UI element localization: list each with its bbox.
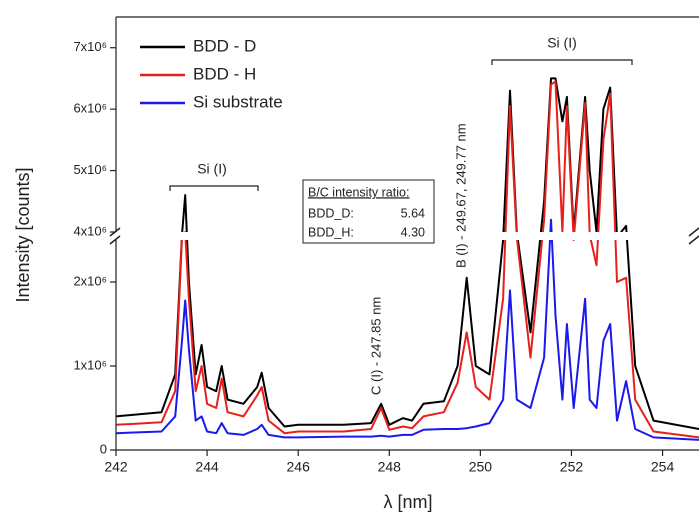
annotation: Si (I) bbox=[197, 161, 227, 177]
inset-box bbox=[302, 179, 435, 244]
series-line bbox=[116, 80, 699, 439]
x-tick-label: 244 bbox=[195, 459, 219, 475]
legend-label: Si substrate bbox=[193, 92, 283, 111]
x-tick-label: 248 bbox=[378, 459, 402, 475]
y-axis-label: Intensity [counts] bbox=[13, 167, 33, 302]
y-tick-label: 2x10⁶ bbox=[73, 273, 107, 288]
y-tick-label: 7x10⁶ bbox=[73, 39, 107, 54]
y-tick-label: 6x10⁶ bbox=[73, 101, 107, 116]
y-tick-label: 5x10⁶ bbox=[73, 162, 107, 177]
x-tick-label: 252 bbox=[560, 459, 584, 475]
series-line bbox=[116, 77, 699, 430]
legend-label: BDD - H bbox=[193, 64, 256, 83]
break-mark bbox=[109, 235, 121, 245]
break-mark bbox=[688, 227, 699, 237]
bracket bbox=[491, 59, 633, 65]
inset-value: 5.64 bbox=[401, 206, 425, 220]
inset-title: B/C intensity ratio: bbox=[308, 185, 409, 199]
inset-label: BDD_H: bbox=[308, 225, 354, 239]
break-mark bbox=[688, 235, 699, 245]
annotation: Si (I) bbox=[547, 35, 577, 51]
x-tick-label: 250 bbox=[469, 459, 493, 475]
inset-label: BDD_D: bbox=[308, 206, 354, 220]
series-line bbox=[116, 218, 699, 441]
y-tick-label: 1x10⁶ bbox=[73, 357, 107, 372]
y-tick-label: 4x10⁶ bbox=[73, 223, 107, 238]
legend-label: BDD - D bbox=[193, 36, 256, 55]
x-axis-label: λ [nm] bbox=[383, 492, 432, 512]
y-tick-label: 0 bbox=[100, 441, 107, 456]
x-tick-label: 246 bbox=[287, 459, 311, 475]
bracket bbox=[169, 185, 259, 191]
x-tick-label: 242 bbox=[104, 459, 128, 475]
inset-value: 4.30 bbox=[401, 225, 425, 239]
x-tick-label: 254 bbox=[651, 459, 675, 475]
annotation: B (I) - 249.67, 249.77 nm bbox=[453, 123, 468, 268]
annotation: C (I) - 247.85 nm bbox=[368, 297, 383, 395]
